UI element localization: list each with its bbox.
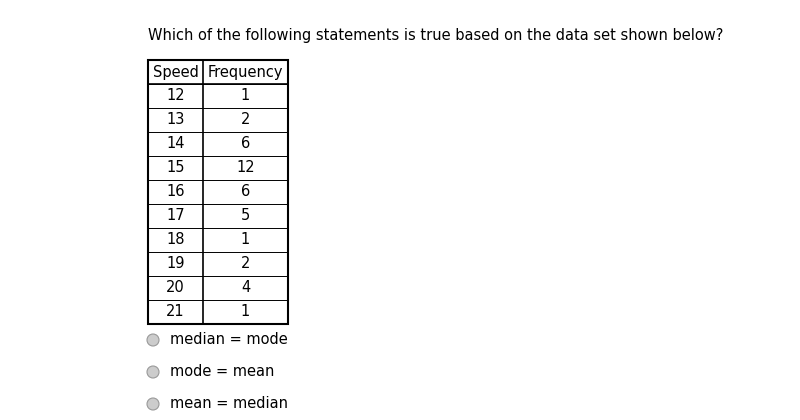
Text: 6: 6 xyxy=(241,184,250,200)
Text: 13: 13 xyxy=(166,113,185,128)
Text: 15: 15 xyxy=(166,160,185,176)
Text: 12: 12 xyxy=(236,160,255,176)
Text: mean = median: mean = median xyxy=(170,396,288,412)
Text: 1: 1 xyxy=(241,89,250,103)
Text: 17: 17 xyxy=(166,208,185,223)
Text: 19: 19 xyxy=(166,257,185,271)
Text: Frequency: Frequency xyxy=(208,65,283,79)
Text: 14: 14 xyxy=(166,136,185,152)
Bar xyxy=(148,60,288,324)
Text: 1: 1 xyxy=(241,304,250,320)
Text: mode = mean: mode = mean xyxy=(170,365,274,380)
Text: 4: 4 xyxy=(241,281,250,296)
Text: 16: 16 xyxy=(166,184,185,200)
Text: 1: 1 xyxy=(241,233,250,247)
Text: 20: 20 xyxy=(166,281,185,296)
Text: 6: 6 xyxy=(241,136,250,152)
Circle shape xyxy=(147,334,159,346)
Circle shape xyxy=(147,366,159,378)
Text: median = mode: median = mode xyxy=(170,333,288,347)
Text: 12: 12 xyxy=(166,89,185,103)
Text: 21: 21 xyxy=(166,304,185,320)
Text: Speed: Speed xyxy=(153,65,198,79)
Circle shape xyxy=(147,398,159,410)
Text: 18: 18 xyxy=(166,233,185,247)
Text: 5: 5 xyxy=(241,208,250,223)
Text: Which of the following statements is true based on the data set shown below?: Which of the following statements is tru… xyxy=(148,28,723,43)
Text: 2: 2 xyxy=(241,113,250,128)
Text: 2: 2 xyxy=(241,257,250,271)
